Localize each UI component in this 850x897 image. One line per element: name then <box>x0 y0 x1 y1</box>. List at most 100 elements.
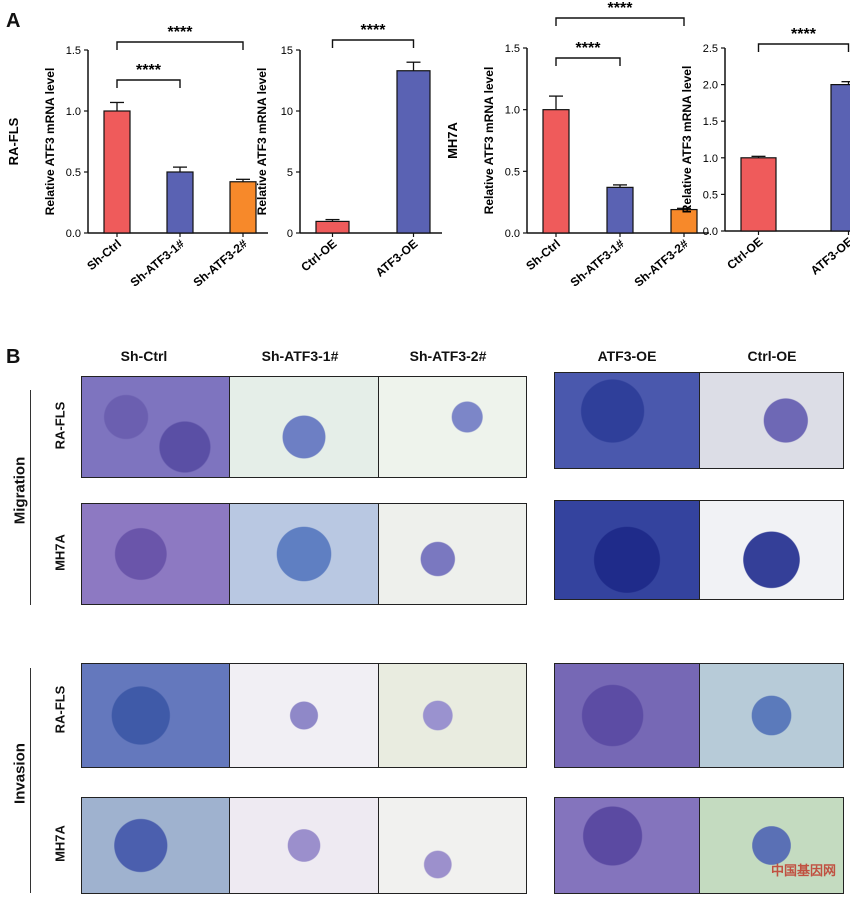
y-tick-label: 0.0 <box>505 228 520 240</box>
cell-image <box>555 798 700 893</box>
row-label: RA-FLS <box>6 117 21 165</box>
group-label-migration: Migration <box>11 456 29 525</box>
invasion-ra-fls-oe-strip <box>554 663 844 768</box>
significance-label: **** <box>361 22 387 39</box>
x-tick-label: Sh-ATF3-2# <box>632 236 692 289</box>
migration-mh7a-knockdown-strip <box>81 503 527 605</box>
significance-label: **** <box>608 0 634 17</box>
cell-image <box>555 664 700 767</box>
col-header-ctrl-oe: Ctrl-OE <box>747 348 797 364</box>
site-watermark: 中国基因网 <box>770 863 836 878</box>
migration-bracket-line <box>30 390 31 605</box>
x-tick-label: ATF3-OE <box>808 235 850 278</box>
x-tick-label: Ctrl-OE <box>724 235 765 273</box>
cell-image <box>82 504 231 604</box>
row-label-invasion-mh7a: MH7A <box>52 825 68 862</box>
y-tick-label: 0 <box>287 228 293 240</box>
y-tick-label: 0.5 <box>703 189 718 201</box>
col-header-sh-ctrl: Sh-Ctrl <box>120 348 168 364</box>
cell-image <box>699 373 843 468</box>
cell-image <box>82 377 231 477</box>
invasion-mh7a-oe-strip <box>554 797 844 894</box>
y-tick-label: 1.0 <box>505 105 520 117</box>
cell-image <box>230 377 379 477</box>
significance-label: **** <box>576 40 602 57</box>
significance-bracket <box>555 17 685 26</box>
bar <box>830 83 850 232</box>
cell-image <box>230 664 379 767</box>
significance-label: **** <box>791 26 817 43</box>
col-header-atf3-oe: ATF3-OE <box>597 348 657 364</box>
bar <box>166 171 194 234</box>
y-tick-label: 15 <box>281 45 293 57</box>
y-tick-label: 0.5 <box>505 166 520 178</box>
y-tick-label: 2.5 <box>703 43 718 55</box>
col-header-sh-atf3-2: Sh-ATF3-2# <box>409 348 487 364</box>
cell-image <box>555 501 700 599</box>
cell-image <box>555 373 700 468</box>
cell-image <box>82 664 231 767</box>
y-tick-label: 10 <box>281 106 293 118</box>
invasion-bracket-line <box>30 668 31 893</box>
significance-bracket <box>331 39 415 48</box>
migration-ra-fls-oe-strip <box>554 372 844 469</box>
cell-image <box>230 798 379 893</box>
y-axis-label: Relative ATF3 mRNA level <box>43 68 57 216</box>
bar <box>542 109 570 234</box>
bar <box>396 70 431 234</box>
y-axis-label: Relative ATF3 mRNA level <box>482 67 496 215</box>
row-label-migration-ra-fls: RA-FLS <box>52 401 68 450</box>
x-tick-label: Sh-ATF3-2# <box>191 236 251 289</box>
migration-mh7a-oe-strip <box>554 500 844 600</box>
y-tick-label: 0.0 <box>66 228 81 240</box>
bar <box>740 157 777 232</box>
y-tick-label: 5 <box>287 167 293 179</box>
cell-image <box>378 664 526 767</box>
significance-bracket <box>555 57 621 66</box>
x-tick-label: Sh-ATF3-1# <box>128 236 188 289</box>
cell-image <box>378 504 526 604</box>
row-label-invasion-ra-fls: RA-FLS <box>52 685 68 734</box>
bar <box>103 110 131 234</box>
y-tick-label: 1.0 <box>66 106 81 118</box>
cell-image <box>699 501 843 599</box>
cell-image <box>699 798 843 893</box>
row-label-migration-mh7a: MH7A <box>52 534 68 571</box>
x-tick-label: ATF3-OE <box>373 237 421 280</box>
panel-a-label: A <box>6 10 21 32</box>
significance-bracket <box>116 79 181 88</box>
group-label-invasion: Invasion <box>11 743 29 804</box>
y-tick-label: 1.5 <box>66 45 81 57</box>
y-tick-label: 1.5 <box>703 116 718 128</box>
x-tick-label: Sh-ATF3-1# <box>568 236 628 289</box>
panel-b-label: B <box>6 346 21 368</box>
invasion-mh7a-knockdown-strip <box>81 797 527 894</box>
bar <box>315 220 350 234</box>
y-tick-label: 1.0 <box>703 153 718 165</box>
significance-bracket <box>757 43 850 52</box>
significance-label: **** <box>136 62 162 79</box>
bar <box>229 181 257 234</box>
x-tick-label: Ctrl-OE <box>298 237 339 275</box>
invasion-ra-fls-knockdown-strip <box>81 663 527 768</box>
cell-image <box>82 798 231 893</box>
row-label: MH7A <box>445 121 460 158</box>
x-tick-label: Sh-Ctrl <box>523 237 563 273</box>
panel-a-charts: 0.0 0.5 1.0 1.5 Relative ATF3 mRNA level RA-F… <box>6 0 850 290</box>
y-axis-label: Relative ATF3 mRNA level <box>680 66 694 214</box>
y-tick-label: 0.5 <box>66 167 81 179</box>
significance-bracket <box>116 41 244 50</box>
y-axis-label: Relative ATF3 mRNA level <box>255 68 269 216</box>
migration-ra-fls-knockdown-strip <box>81 376 527 478</box>
y-tick-label: 1.5 <box>505 43 520 55</box>
y-tick-label: 2.0 <box>703 80 718 92</box>
bar <box>606 186 634 234</box>
cell-image <box>378 377 526 477</box>
y-tick-label: 0.0 <box>703 226 718 238</box>
significance-label: **** <box>168 24 194 41</box>
col-header-sh-atf3-1: Sh-ATF3-1# <box>261 348 339 364</box>
cell-image <box>699 664 843 767</box>
x-tick-label: Sh-Ctrl <box>84 237 124 273</box>
cell-image <box>230 504 379 604</box>
cell-image <box>378 798 526 893</box>
